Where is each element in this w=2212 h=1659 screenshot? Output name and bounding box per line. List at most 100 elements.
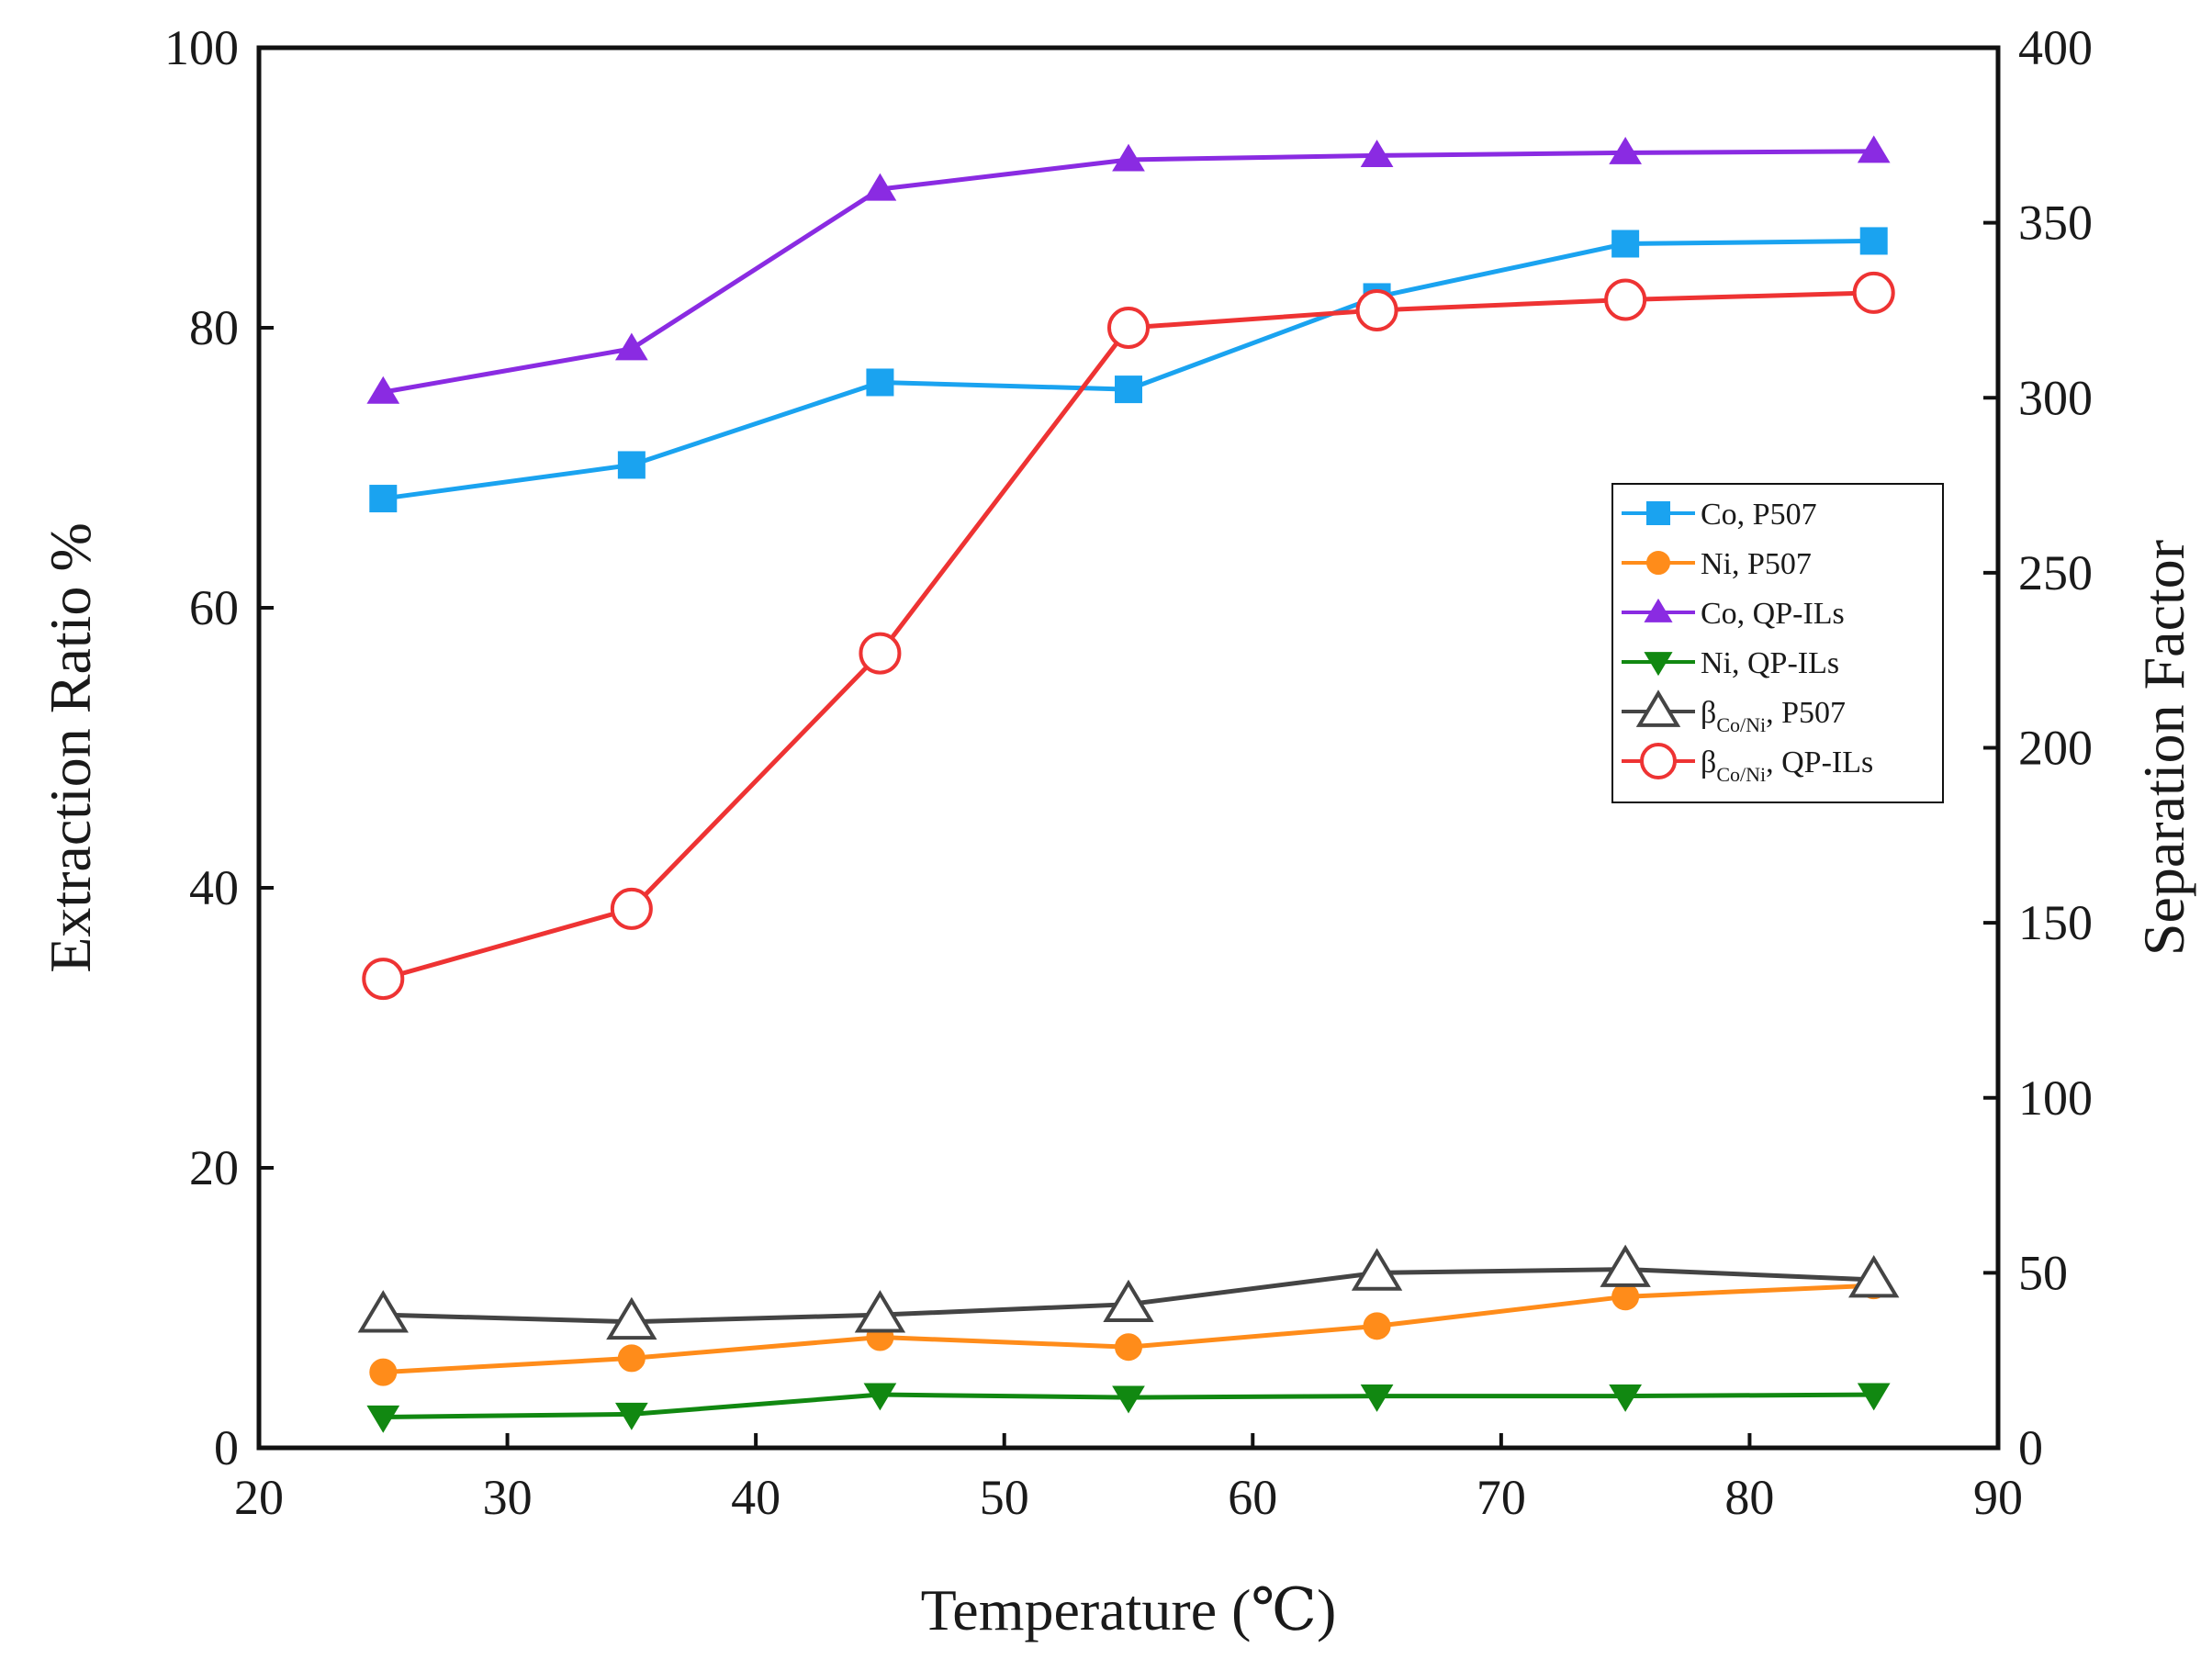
data-point bbox=[859, 632, 902, 675]
y2-tick-label: 150 bbox=[2018, 895, 2093, 950]
legend-marker bbox=[1644, 652, 1673, 677]
data-point bbox=[1360, 140, 1394, 167]
legend-label: Ni, P507 bbox=[1701, 547, 1812, 581]
data-point bbox=[614, 1402, 648, 1430]
data-point bbox=[1363, 1312, 1391, 1340]
data-point bbox=[1107, 307, 1150, 349]
legend-entry: Ni, QP-ILs bbox=[1622, 646, 1839, 680]
legend-label-main: Ni, P507 bbox=[1701, 547, 1812, 581]
legend-label-sub: Co/Ni bbox=[1716, 763, 1766, 786]
data-point bbox=[863, 173, 897, 201]
x-axis-title: Temperature (℃) bbox=[921, 1577, 1337, 1642]
data-point bbox=[610, 887, 653, 930]
data-point bbox=[366, 376, 400, 404]
y-tick-label: 40 bbox=[189, 860, 239, 915]
data-point bbox=[1609, 1384, 1643, 1412]
data-point bbox=[357, 1290, 409, 1333]
x-tick-label: 90 bbox=[1973, 1470, 2023, 1525]
legend-label-main: Co, QP-ILs bbox=[1701, 597, 1845, 631]
legend-label: Ni, QP-ILs bbox=[1701, 646, 1839, 680]
legend-marker bbox=[1635, 689, 1681, 727]
series-0 bbox=[369, 227, 1888, 513]
data-point bbox=[1611, 1283, 1640, 1311]
y2-tick-label: 300 bbox=[2018, 370, 2093, 425]
data-point bbox=[366, 1405, 400, 1433]
data-point bbox=[1600, 1244, 1651, 1287]
x-tick-label: 80 bbox=[1724, 1470, 1774, 1525]
data-point bbox=[1859, 227, 1888, 255]
y-tick-label: 0 bbox=[214, 1420, 239, 1475]
legend-label: Co, QP-ILs bbox=[1701, 597, 1845, 631]
y-tick-label: 20 bbox=[189, 1140, 239, 1195]
data-point bbox=[1857, 135, 1891, 163]
data-point bbox=[1112, 1385, 1145, 1414]
data-point bbox=[1848, 1255, 1900, 1298]
series-5 bbox=[362, 271, 1895, 1001]
data-point bbox=[614, 332, 648, 361]
data-point bbox=[617, 1344, 646, 1373]
legend-label: βCo/Ni, QP-ILs bbox=[1701, 745, 1873, 786]
y2-axis-title: Separation Factor bbox=[2131, 540, 2196, 956]
data-point bbox=[1355, 288, 1398, 331]
y2-tick-label: 250 bbox=[2018, 545, 2093, 600]
series-3 bbox=[366, 1383, 1891, 1433]
series-layer bbox=[357, 135, 1900, 1433]
data-point bbox=[863, 1383, 897, 1411]
data-point bbox=[1857, 1383, 1891, 1411]
legend-label-main: Ni, QP-ILs bbox=[1701, 646, 1839, 680]
series-line bbox=[382, 149, 1874, 395]
y-tick-label: 60 bbox=[189, 580, 239, 635]
data-point bbox=[362, 958, 405, 1001]
legend-entry: Co, P507 bbox=[1622, 498, 1817, 532]
legend-label-tail: , P507 bbox=[1766, 696, 1846, 730]
legend-label-main: β bbox=[1701, 745, 1716, 779]
y2-tick-label: 200 bbox=[2018, 721, 2093, 776]
legend-label-tail: , QP-ILs bbox=[1766, 745, 1873, 779]
legend-label-sub: Co/Ni bbox=[1716, 713, 1766, 736]
data-point bbox=[606, 1296, 657, 1340]
x-tick-label: 40 bbox=[731, 1470, 780, 1525]
legend-entry: Ni, P507 bbox=[1622, 547, 1812, 581]
legend-label-main: Co, P507 bbox=[1701, 498, 1817, 532]
x-tick-label: 70 bbox=[1477, 1470, 1526, 1525]
data-point bbox=[1112, 143, 1145, 172]
data-point bbox=[866, 368, 894, 397]
legend-marker bbox=[1646, 551, 1670, 575]
data-point bbox=[617, 451, 646, 479]
y2-tick-label: 0 bbox=[2018, 1420, 2043, 1475]
data-point bbox=[1609, 137, 1643, 164]
data-point bbox=[1115, 1333, 1142, 1362]
y-tick-label: 80 bbox=[189, 300, 239, 355]
y2-tick-label: 350 bbox=[2018, 196, 2093, 251]
legend-label: Co, P507 bbox=[1701, 498, 1817, 532]
legend-entry: Co, QP-ILs bbox=[1622, 597, 1845, 631]
legend-label-main: β bbox=[1701, 696, 1716, 730]
data-point bbox=[1103, 1279, 1154, 1323]
data-point bbox=[369, 1358, 398, 1386]
legend-label: βCo/Ni, P507 bbox=[1701, 696, 1846, 736]
x-tick-label: 60 bbox=[1228, 1470, 1277, 1525]
x-tick-label: 50 bbox=[980, 1470, 1029, 1525]
series-4 bbox=[357, 1244, 1900, 1340]
legend-marker bbox=[1646, 501, 1670, 525]
legend-entry: βCo/Ni, QP-ILs bbox=[1622, 743, 1873, 786]
legend-entry: βCo/Ni, P507 bbox=[1622, 689, 1846, 736]
y-tick-label: 100 bbox=[164, 20, 239, 75]
y2-tick-label: 50 bbox=[2018, 1245, 2068, 1300]
data-point bbox=[1604, 278, 1647, 321]
data-point bbox=[1852, 271, 1895, 314]
data-point bbox=[854, 1290, 906, 1333]
axis-ticks: 20 30 40 50 60 70 80 90020406080100050100150200… bbox=[164, 20, 2093, 1525]
y2-tick-label: 400 bbox=[2018, 20, 2093, 75]
y2-tick-label: 100 bbox=[2018, 1071, 2093, 1126]
data-point bbox=[369, 485, 398, 513]
data-point bbox=[1611, 230, 1640, 258]
data-point bbox=[1115, 376, 1142, 404]
y-axis-title: Extraction Ratio % bbox=[38, 522, 103, 973]
plot-frame bbox=[256, 45, 2001, 1451]
legend-marker bbox=[1644, 598, 1673, 622]
series-2 bbox=[366, 135, 1891, 404]
data-point bbox=[1360, 1384, 1394, 1412]
